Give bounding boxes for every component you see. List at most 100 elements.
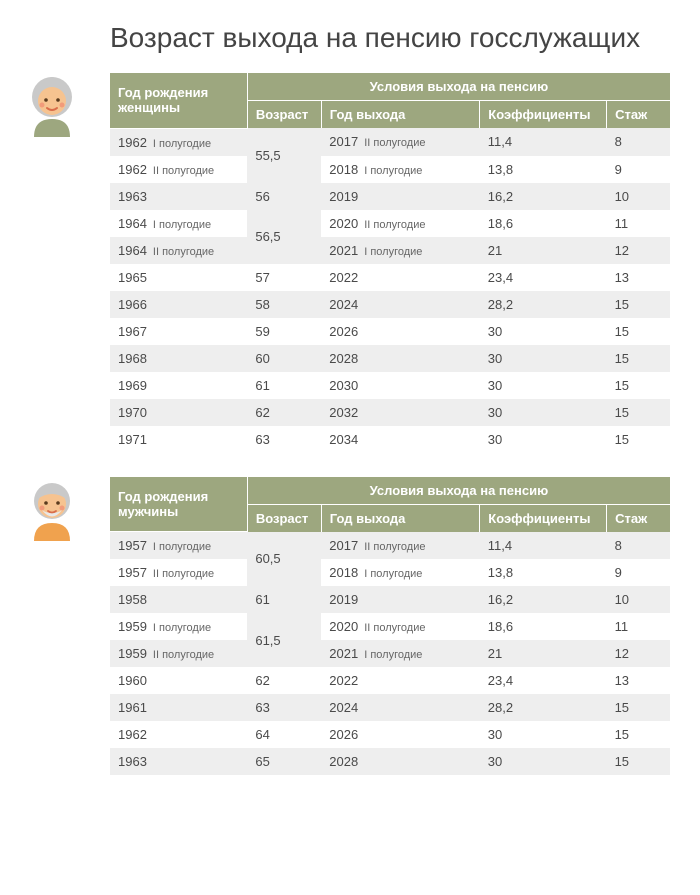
cell-coef: 18,6: [480, 613, 607, 640]
cell-year: 1968: [110, 345, 247, 372]
cell-exp: 13: [607, 264, 670, 291]
table-row: 196557202223,413: [110, 264, 670, 291]
men-table-body: 1957I полугодие60,52017II полугодие11,48…: [110, 532, 670, 776]
cell-year: 1965: [110, 264, 247, 291]
cell-exit: 2020II полугодие: [321, 210, 479, 237]
th-exp: Стаж: [607, 101, 670, 129]
cell-year: 1958: [110, 586, 247, 613]
cell-exp: 13: [607, 667, 670, 694]
th-women-birth: Год рождения женщины: [110, 73, 247, 128]
cell-coef: 30: [480, 372, 607, 399]
cell-exp: 12: [607, 640, 670, 667]
cell-coef: 16,2: [480, 586, 607, 613]
women-section: Год рождения женщины Условия выхода на п…: [30, 73, 670, 453]
table-row: 19626420263015: [110, 721, 670, 748]
cell-year: 1962I полугодие: [110, 128, 247, 156]
cell-exit: 2028: [321, 748, 479, 775]
cell-exit: 2024: [321, 291, 479, 318]
cell-year: 1961: [110, 694, 247, 721]
th-women-conditions: Условия выхода на пенсию: [247, 73, 670, 101]
table-row: 19686020283015: [110, 345, 670, 372]
cell-year: 1962II полугодие: [110, 156, 247, 183]
table-row: 1964I полугодие56,52020II полугодие18,61…: [110, 210, 670, 237]
cell-coef: 21: [480, 640, 607, 667]
table-row: 1959II полугодие2021I полугодие2112: [110, 640, 670, 667]
cell-exit: 2018I полугодие: [321, 156, 479, 183]
table-row: 195861201916,210: [110, 586, 670, 613]
table-row: 19636520283015: [110, 748, 670, 775]
cell-coef: 16,2: [480, 183, 607, 210]
women-table-body: 1962I полугодие55,52017II полугодие11,48…: [110, 128, 670, 453]
cell-exp: 11: [607, 210, 670, 237]
th-age: Возраст: [247, 101, 321, 129]
cell-coef: 30: [480, 345, 607, 372]
cell-age: 64: [247, 721, 321, 748]
cell-age: 65: [247, 748, 321, 775]
table-row: 1957I полугодие60,52017II полугодие11,48: [110, 532, 670, 560]
men-table-head: Год рождения мужчины Условия выхода на п…: [110, 477, 670, 532]
cell-exit: 2019: [321, 183, 479, 210]
men-section: Год рождения мужчины Условия выхода на п…: [30, 477, 670, 776]
cell-exit: 2034: [321, 426, 479, 453]
cell-coef: 28,2: [480, 291, 607, 318]
cell-exit: 2022: [321, 667, 479, 694]
cell-exp: 15: [607, 372, 670, 399]
women-table: Год рождения женщины Условия выхода на п…: [110, 73, 670, 453]
cell-exp: 15: [607, 748, 670, 775]
cell-exit: 2030: [321, 372, 479, 399]
cell-exit: 2032: [321, 399, 479, 426]
cell-exit: 2021I полугодие: [321, 640, 479, 667]
cell-age: 63: [247, 694, 321, 721]
table-row: 1957II полугодие2018I полугодие13,89: [110, 559, 670, 586]
table-row: 1962I полугодие55,52017II полугодие11,48: [110, 128, 670, 156]
th-men-conditions: Условия выхода на пенсию: [247, 477, 670, 505]
cell-coef: 11,4: [480, 532, 607, 560]
cell-age: 62: [247, 667, 321, 694]
cell-year: 1962: [110, 721, 247, 748]
cell-exp: 8: [607, 532, 670, 560]
cell-exp: 11: [607, 613, 670, 640]
table-row: 19696120303015: [110, 372, 670, 399]
cell-age: 57: [247, 264, 321, 291]
cell-year: 1963: [110, 748, 247, 775]
table-row: 1962II полугодие2018I полугодие13,89: [110, 156, 670, 183]
cell-coef: 23,4: [480, 667, 607, 694]
cell-coef: 13,8: [480, 559, 607, 586]
cell-exit: 2024: [321, 694, 479, 721]
cell-age: 59: [247, 318, 321, 345]
th-men-birth: Год рождения мужчины: [110, 477, 247, 532]
cell-exit: 2017II полугодие: [321, 128, 479, 156]
table-row: 196163202428,215: [110, 694, 670, 721]
cell-exp: 15: [607, 694, 670, 721]
cell-exp: 15: [607, 721, 670, 748]
table-row: 19706220323015: [110, 399, 670, 426]
cell-exp: 15: [607, 426, 670, 453]
cell-age: 60: [247, 345, 321, 372]
cell-year: 1966: [110, 291, 247, 318]
table-row: 19675920263015: [110, 318, 670, 345]
cell-age: 61,5: [247, 613, 321, 667]
cell-exp: 15: [607, 318, 670, 345]
cell-exp: 15: [607, 399, 670, 426]
cell-coef: 23,4: [480, 264, 607, 291]
cell-coef: 21: [480, 237, 607, 264]
cell-exp: 10: [607, 586, 670, 613]
table-row: 196658202428,215: [110, 291, 670, 318]
cell-age: 61: [247, 372, 321, 399]
cell-coef: 30: [480, 721, 607, 748]
table-row: 19716320343015: [110, 426, 670, 453]
table-row: 1959I полугодие61,52020II полугодие18,61…: [110, 613, 670, 640]
th-coef: Коэффициенты: [480, 504, 607, 532]
cell-coef: 30: [480, 399, 607, 426]
th-age: Возраст: [247, 504, 321, 532]
cell-year: 1959I полугодие: [110, 613, 247, 640]
page-title: Возраст выхода на пенсию госслужащих: [110, 20, 670, 55]
cell-year: 1957II полугодие: [110, 559, 247, 586]
men-table: Год рождения мужчины Условия выхода на п…: [110, 477, 670, 776]
cell-exp: 15: [607, 291, 670, 318]
cell-coef: 18,6: [480, 210, 607, 237]
cell-age: 63: [247, 426, 321, 453]
cell-year: 1970: [110, 399, 247, 426]
cell-coef: 30: [480, 748, 607, 775]
cell-exit: 2017II полугодие: [321, 532, 479, 560]
